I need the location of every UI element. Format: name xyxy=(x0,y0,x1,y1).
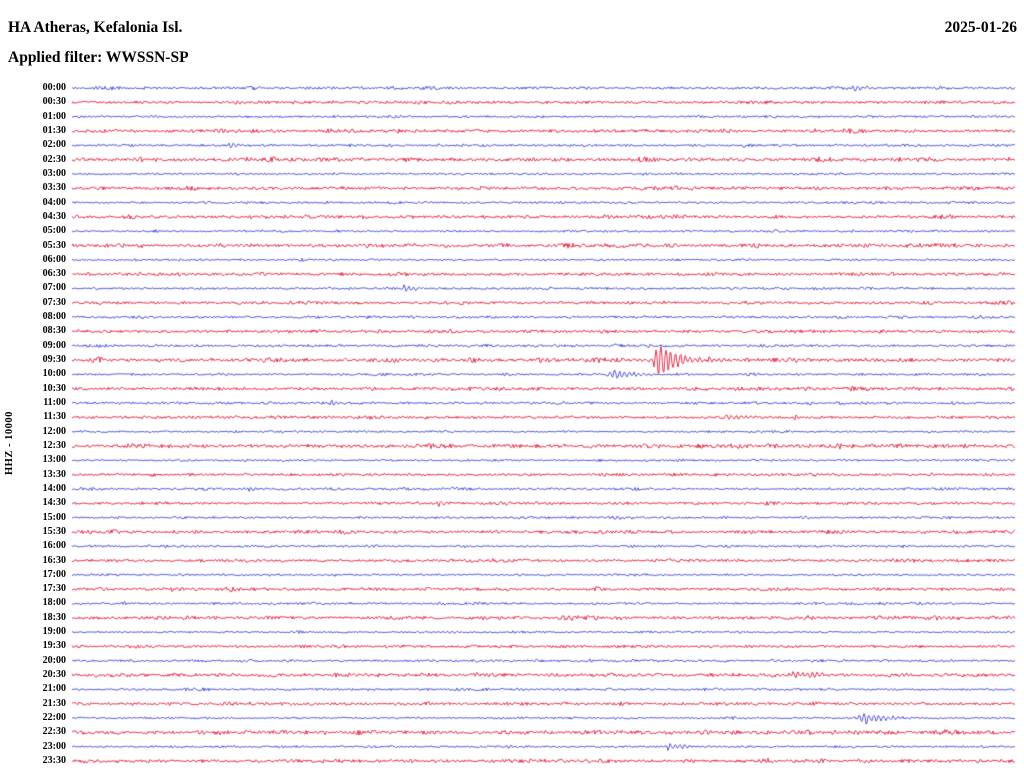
time-label: 05:30 xyxy=(42,239,66,251)
time-label: 01:30 xyxy=(42,124,66,136)
time-label: 05:00 xyxy=(42,225,66,237)
time-label: 13:00 xyxy=(42,454,66,466)
time-label: 21:30 xyxy=(42,697,66,709)
time-label: 20:00 xyxy=(42,654,66,666)
time-label: 15:30 xyxy=(42,525,66,537)
time-label: 08:30 xyxy=(42,325,66,337)
time-label: 17:00 xyxy=(42,568,66,580)
time-label: 07:00 xyxy=(42,282,66,294)
time-label: 01:00 xyxy=(42,110,66,122)
time-label: 22:00 xyxy=(42,712,66,724)
time-label: 15:00 xyxy=(42,511,66,523)
time-label: 18:00 xyxy=(42,597,66,609)
time-label: 16:00 xyxy=(42,540,66,552)
time-label: 06:30 xyxy=(42,268,66,280)
time-label: 16:30 xyxy=(42,554,66,566)
applied-filter-label: Applied filter: WWSSN-SP xyxy=(8,49,189,66)
time-label: 03:30 xyxy=(42,182,66,194)
time-label: 23:30 xyxy=(42,754,66,766)
time-label: 20:30 xyxy=(42,669,66,681)
time-label: 17:30 xyxy=(42,583,66,595)
record-date: 2025-01-26 xyxy=(944,19,1017,36)
time-label: 03:00 xyxy=(42,167,66,179)
time-label: 19:30 xyxy=(42,640,66,652)
time-label: 14:00 xyxy=(42,482,66,494)
time-label: 11:00 xyxy=(43,397,66,409)
time-label: 04:00 xyxy=(42,196,66,208)
time-label: 02:00 xyxy=(42,139,66,151)
time-label: 23:00 xyxy=(42,740,66,752)
time-label: 04:30 xyxy=(42,210,66,222)
time-label: 06:00 xyxy=(42,253,66,265)
time-label: 22:30 xyxy=(42,726,66,738)
time-label: 11:30 xyxy=(43,411,66,423)
time-label: 09:30 xyxy=(42,354,66,366)
time-label: 00:30 xyxy=(42,96,66,108)
time-label: 19:00 xyxy=(42,626,66,638)
time-label: 08:00 xyxy=(42,311,66,323)
time-label: 13:30 xyxy=(42,468,66,480)
time-label: 09:00 xyxy=(42,339,66,351)
time-label: 12:30 xyxy=(42,439,66,451)
station-title: HA Atheras, Kefalonia Isl. xyxy=(8,19,183,36)
time-label: 14:30 xyxy=(42,497,66,509)
time-label: 21:00 xyxy=(42,683,66,695)
time-label: 07:30 xyxy=(42,296,66,308)
time-label: 00:00 xyxy=(42,82,66,93)
time-label: 10:30 xyxy=(42,382,66,394)
time-label: 18:30 xyxy=(42,611,66,623)
time-label: 10:00 xyxy=(42,368,66,380)
time-label: 12:00 xyxy=(42,425,66,437)
time-label: 02:30 xyxy=(42,153,66,165)
